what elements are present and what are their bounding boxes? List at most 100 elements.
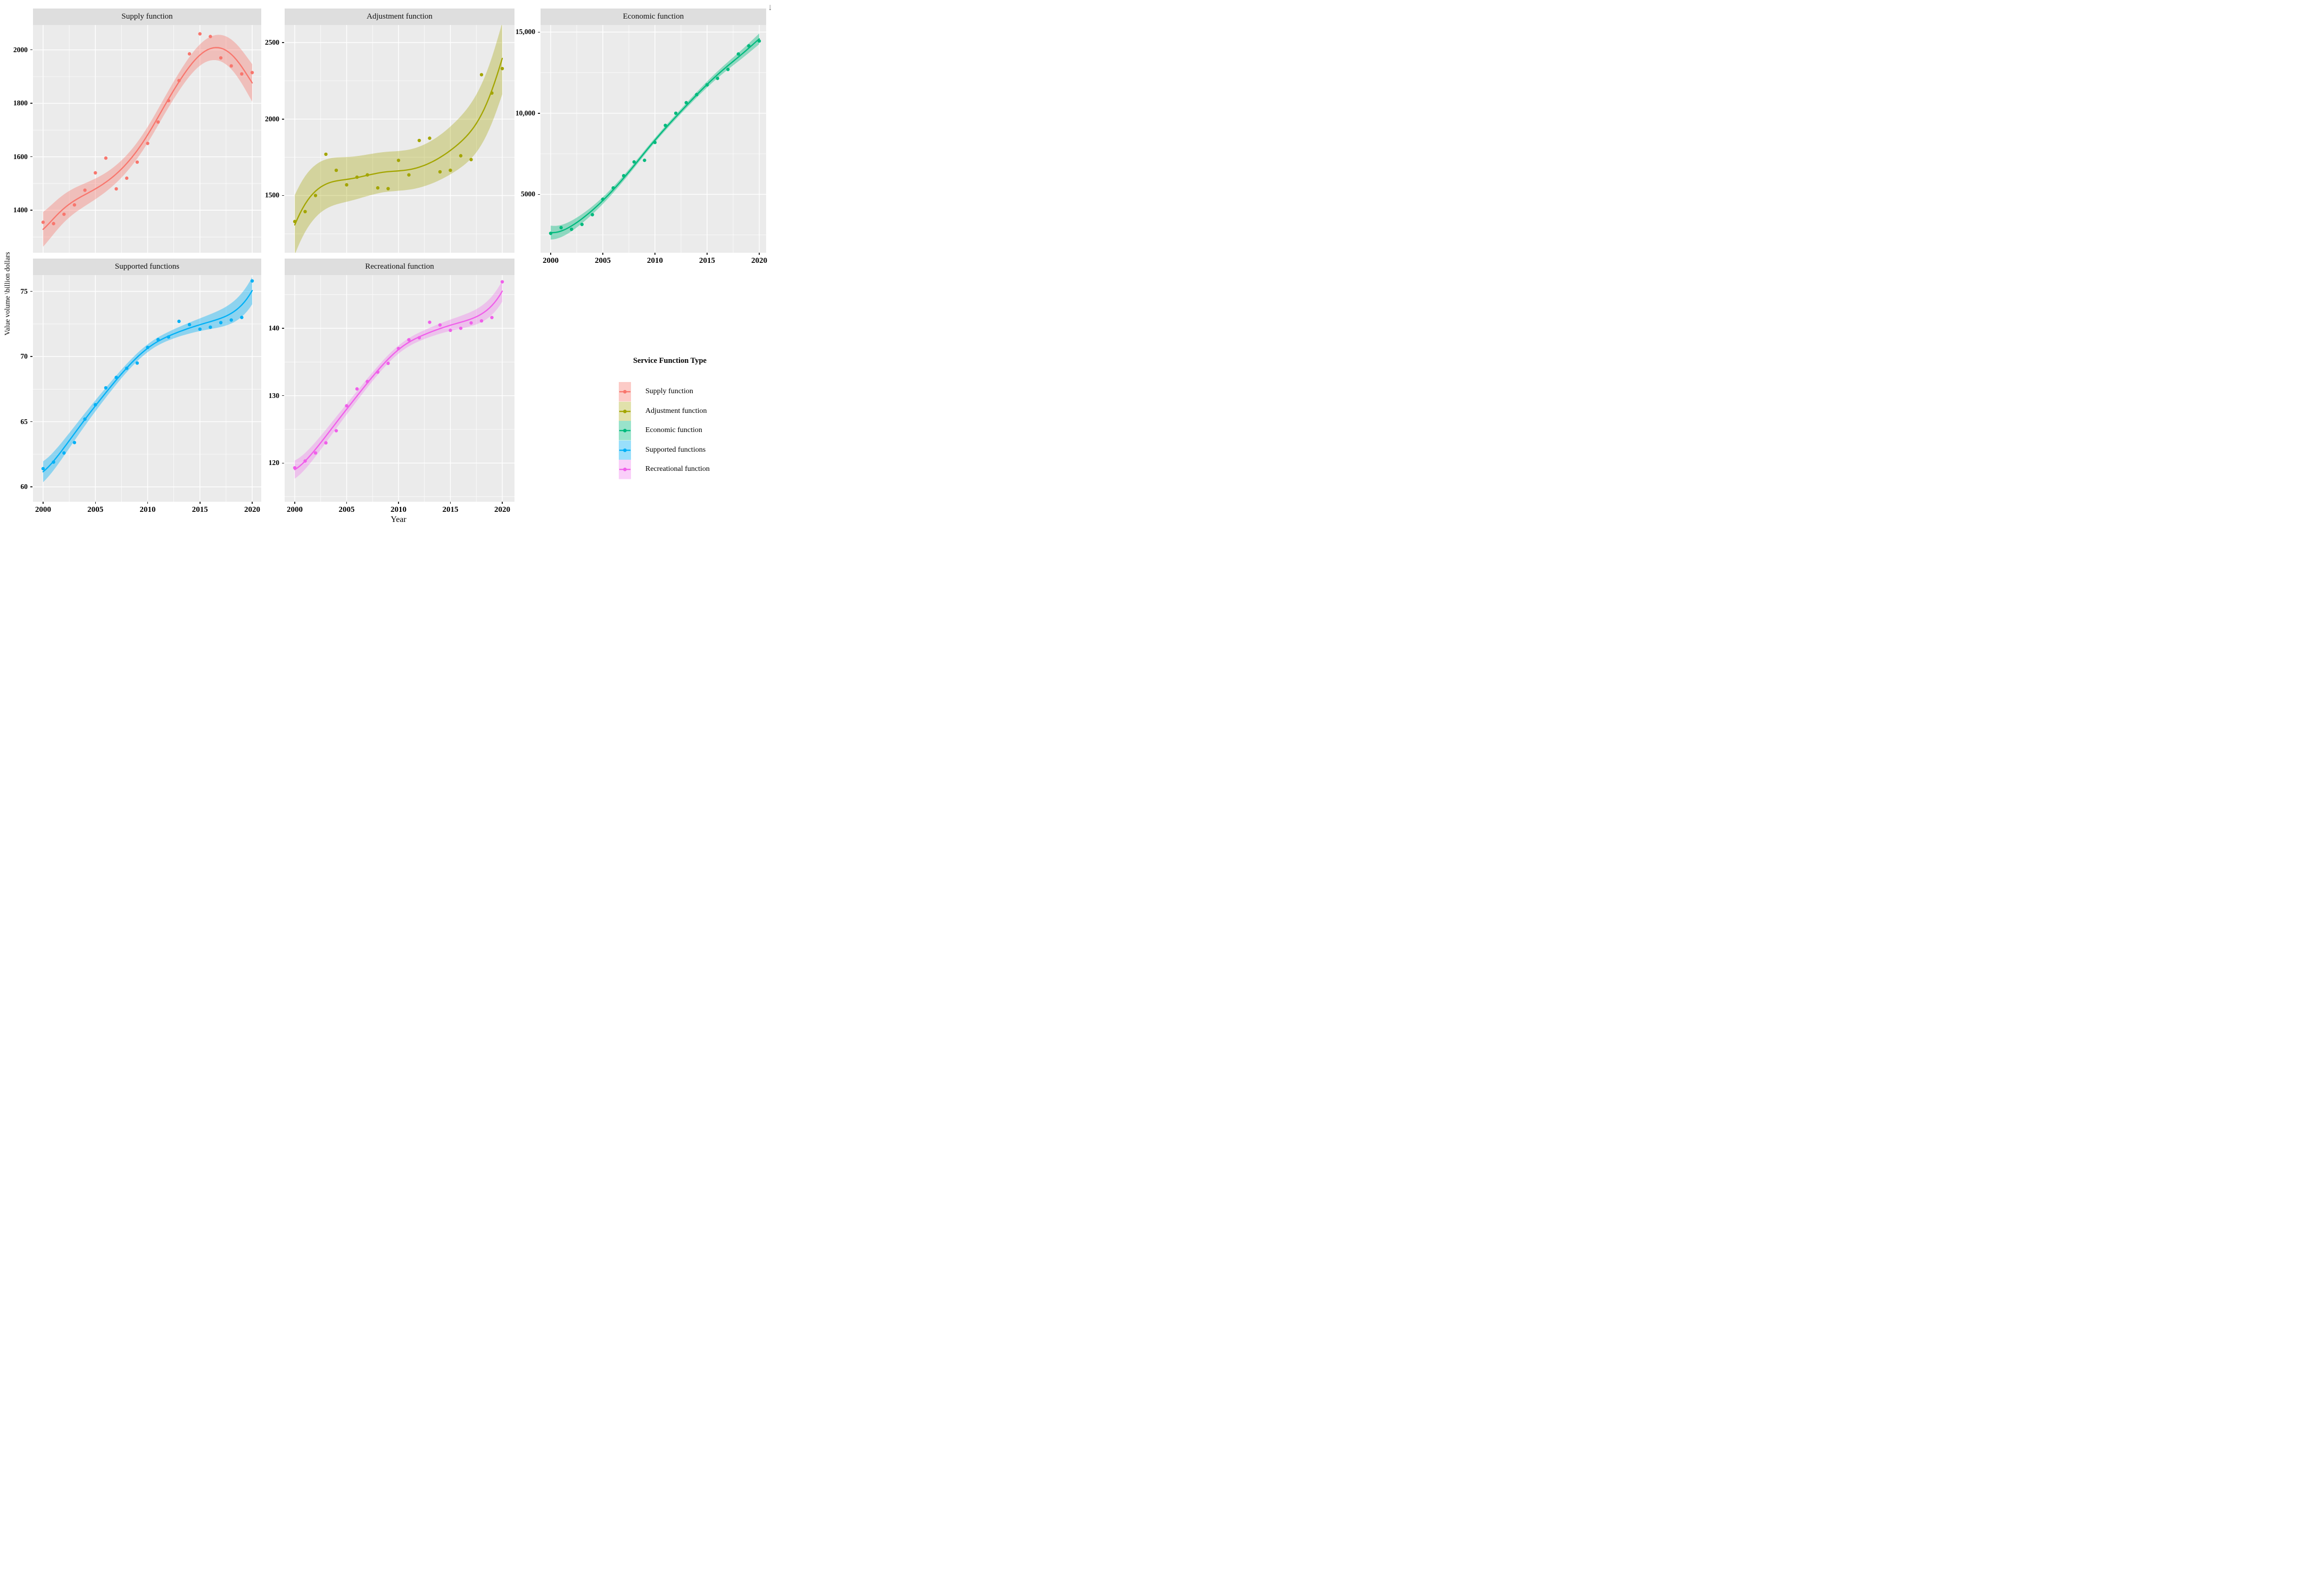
data-point: [94, 171, 97, 175]
legend-key-economic: [619, 421, 631, 441]
y-tick-mark: [282, 195, 284, 196]
x-tick-label: 2015: [192, 505, 208, 514]
x-tick-mark: [346, 502, 347, 504]
data-points: [293, 67, 504, 223]
x-tick-label: 2010: [391, 505, 406, 514]
scrollbar-fragment-artifact: [769, 5, 771, 10]
data-point: [386, 361, 390, 366]
data-point: [396, 159, 401, 162]
data-point: [177, 319, 181, 323]
y-tick-mark: [282, 395, 284, 396]
minor-gridlines: [541, 25, 766, 253]
data-point: [643, 159, 646, 162]
x-tick-mark: [95, 502, 96, 504]
minor-gridlines: [33, 25, 261, 253]
x-tick-label: 2020: [494, 505, 510, 514]
data-point: [407, 173, 411, 177]
data-point: [591, 213, 594, 217]
y-tick-mark: [30, 210, 32, 211]
y-tick-mark: [30, 49, 32, 51]
legend-label-recreational: Recreational function: [645, 465, 710, 474]
y-tick-label: 10,000: [515, 109, 535, 117]
legend-key-recreational: [619, 460, 631, 479]
panel-recreational: [285, 275, 514, 502]
data-point: [324, 441, 328, 445]
y-tick-label: 2000: [265, 114, 279, 123]
data-point: [146, 142, 150, 145]
panel-adjustment: [285, 25, 514, 253]
faceted-chart-figure: Supply function Adjustment function Econ…: [0, 0, 775, 531]
x-tick-mark: [43, 502, 44, 504]
data-point: [250, 279, 254, 283]
major-gridlines: [33, 25, 261, 253]
data-point: [449, 168, 452, 172]
data-point: [500, 67, 504, 71]
data-point: [104, 386, 108, 390]
data-point: [479, 73, 484, 77]
data-point: [428, 320, 431, 324]
y-tick-mark: [538, 31, 540, 33]
y-tick-mark: [30, 103, 32, 104]
y-tick-label: 2000: [13, 45, 28, 54]
legend-label-adjustment: Adjustment function: [645, 406, 707, 415]
x-tick-label: 2005: [87, 505, 104, 514]
facet-strip-adjustment: Adjustment function: [285, 9, 514, 25]
panel-supply: [33, 25, 261, 253]
data-point: [459, 154, 463, 157]
x-tick-mark: [550, 253, 551, 255]
data-point: [716, 77, 719, 80]
y-tick-mark: [538, 194, 540, 195]
y-tick-label: 15,000: [515, 28, 535, 36]
y-tick-label: 140: [268, 324, 279, 333]
data-point: [187, 52, 192, 56]
data-point: [104, 156, 108, 160]
data-point: [135, 361, 139, 365]
data-point: [334, 429, 338, 433]
data-point: [376, 186, 380, 190]
y-tick-label: 2500: [265, 38, 279, 47]
y-tick-mark: [30, 356, 32, 357]
data-point: [386, 187, 390, 190]
y-tick-mark: [282, 462, 284, 464]
panel-supported: [33, 275, 261, 502]
data-point: [500, 280, 504, 284]
data-point: [334, 168, 338, 172]
data-point: [72, 203, 77, 207]
trend-line: [294, 57, 503, 226]
x-tick-mark: [654, 253, 655, 255]
panel-economic: [541, 25, 766, 253]
data-point: [632, 160, 636, 164]
data-point: [438, 170, 442, 174]
legend-key-point: [623, 409, 627, 413]
data-point: [417, 138, 421, 143]
y-tick-label: 70: [20, 352, 28, 361]
x-tick-mark: [707, 253, 708, 255]
y-tick-mark: [30, 291, 32, 292]
x-tick-label: 2020: [244, 505, 260, 514]
x-tick-label: 2020: [751, 256, 767, 265]
major-gridlines: [541, 25, 766, 253]
legend-key-point: [623, 448, 627, 452]
data-point: [209, 325, 212, 329]
data-point: [62, 212, 66, 216]
data-point: [736, 52, 740, 56]
y-tick-mark: [282, 119, 284, 120]
x-tick-label: 2005: [338, 505, 355, 514]
data-point: [219, 56, 223, 60]
y-tick-mark: [30, 486, 32, 487]
data-point: [663, 123, 667, 127]
x-tick-label: 2000: [35, 505, 51, 514]
facet-strip-recreational: Recreational function: [285, 259, 514, 275]
x-tick-mark: [200, 502, 201, 504]
data-point: [219, 321, 223, 325]
data-point: [62, 451, 66, 455]
data-point: [209, 35, 212, 38]
data-point: [41, 220, 45, 224]
y-tick-label: 130: [268, 391, 279, 400]
facet-title: Supply function: [121, 12, 173, 21]
legend-title: Service Function Type: [633, 356, 707, 365]
x-tick-label: 2015: [442, 505, 459, 514]
x-tick-label: 2000: [287, 505, 303, 514]
legend-key-supply: [619, 382, 631, 402]
data-point: [313, 451, 318, 455]
